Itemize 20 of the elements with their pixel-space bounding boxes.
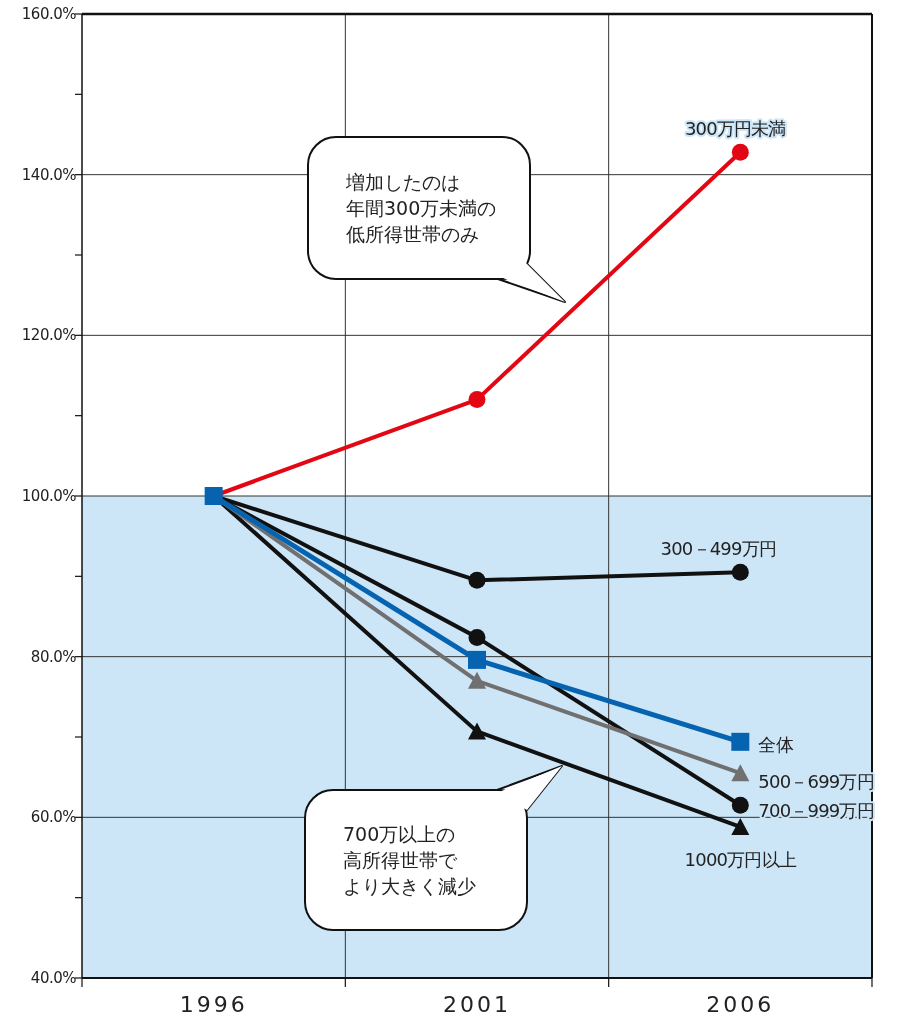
y-tick-label: 40.0% — [30, 969, 77, 987]
y-tick-label: 60.0% — [30, 808, 77, 827]
annotation: 年間300万未満の — [346, 197, 497, 219]
series-label: 全体 — [758, 733, 794, 755]
annotation: より大きく減少 — [343, 875, 476, 897]
y-tick-label: 120.0% — [21, 326, 77, 345]
annotation: 700万以上の — [343, 823, 456, 845]
x-tick-label: 1996 — [179, 992, 248, 1017]
series-label: 300－499万円 — [660, 538, 777, 560]
y-tick-label: 160.0% — [21, 5, 77, 23]
y-tick-label: 140.0% — [21, 165, 77, 184]
y-tick-label: 100.0% — [21, 487, 77, 505]
y-tick-label: 80.0% — [30, 647, 77, 666]
x-tick-label: 2006 — [706, 992, 775, 1017]
x-tick-label: 2001 — [443, 992, 511, 1017]
annotation: 高所得世帯で — [343, 849, 458, 871]
series-label: 300万円未満 — [684, 118, 787, 140]
series-label: 1000万円以上 — [684, 848, 797, 870]
annotation: 増加したのは — [345, 171, 460, 193]
annotation: 低所得世帯のみ — [346, 223, 479, 245]
